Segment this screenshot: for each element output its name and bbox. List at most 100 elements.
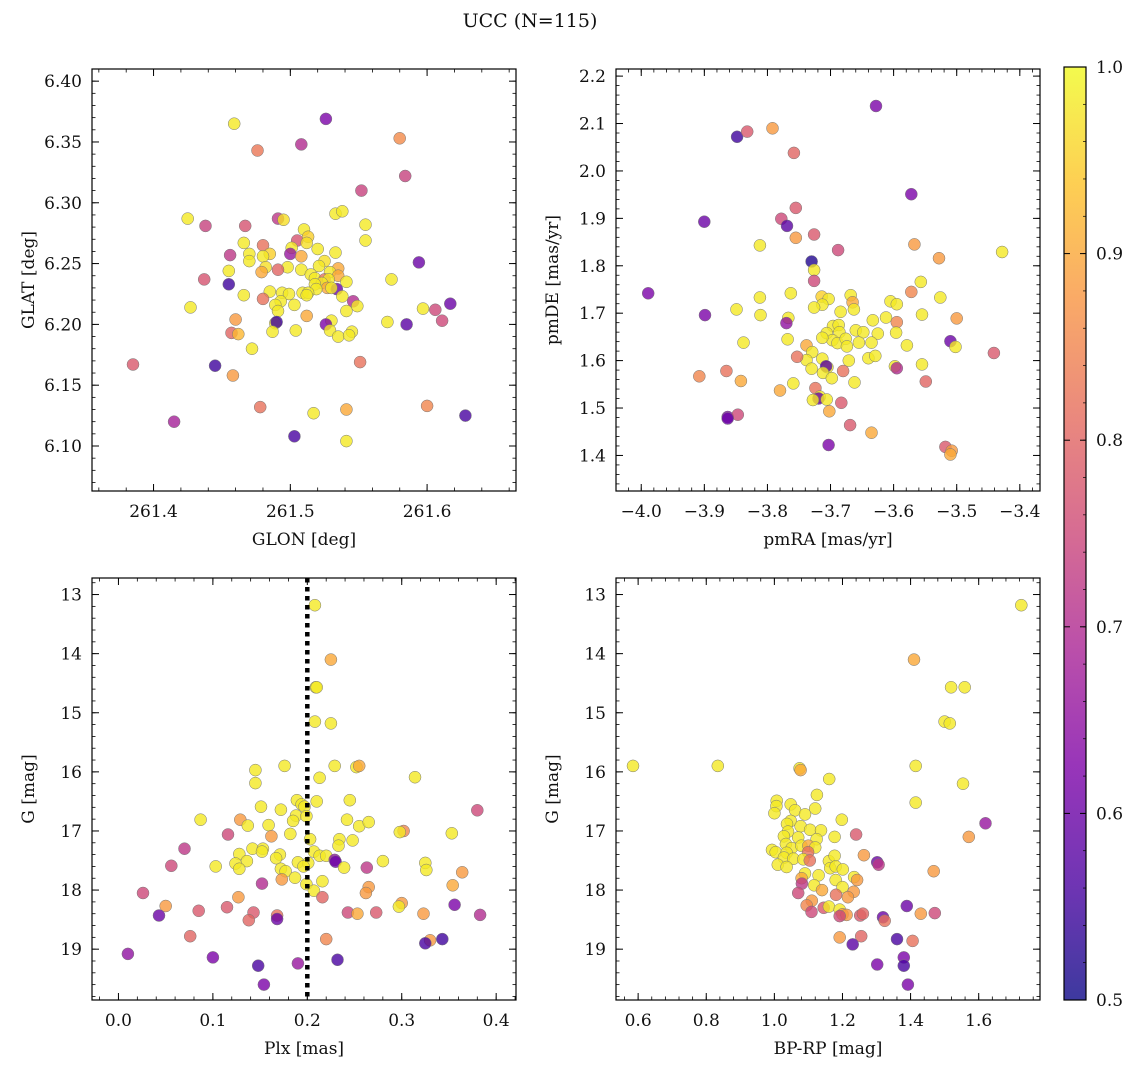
data-point: [233, 862, 246, 876]
data-point: [890, 361, 904, 375]
data-point: [286, 814, 300, 828]
data-point: [822, 438, 835, 452]
data-point: [222, 264, 236, 278]
data-point: [781, 333, 794, 346]
data-point: [753, 291, 767, 304]
y-tick-label: 13: [584, 586, 606, 606]
data-point: [848, 376, 861, 389]
data-point: [243, 254, 256, 268]
data-point: [836, 364, 850, 378]
data-point: [854, 929, 868, 943]
data-point: [192, 904, 205, 918]
y-axis-label: G [mag]: [19, 754, 39, 823]
y-tick-label: 15: [584, 704, 606, 724]
data-point: [956, 777, 970, 790]
x-tick-label: 1.2: [829, 1011, 856, 1031]
data-point: [805, 905, 818, 919]
data-point: [412, 256, 426, 269]
data-point: [223, 248, 237, 262]
data-point: [698, 215, 711, 228]
panel-pmra-pmde: −4.0 −3.9 −3.8 −3.7 −3.6 −3.5 −3.4 1.4 1.5 1.6 1.7…: [543, 67, 1041, 550]
data-point: [914, 907, 928, 920]
data-point: [229, 313, 242, 326]
data-point: [872, 858, 885, 871]
data-point: [359, 234, 372, 247]
x-tick-label: −3.6: [873, 502, 914, 522]
y-tick-label: 1.7: [579, 304, 606, 324]
data-point: [905, 285, 918, 299]
data-point: [906, 934, 919, 948]
data-point: [641, 287, 655, 300]
data-point: [866, 314, 880, 327]
y-tick-label: 6.15: [44, 376, 82, 396]
data-point: [950, 312, 963, 325]
colorbar-tick-label: 0.8: [1096, 431, 1123, 451]
data-point: [221, 828, 235, 841]
y-tick-label: 2.2: [579, 67, 606, 87]
data-point: [355, 184, 368, 197]
data-point: [995, 245, 1009, 259]
data-point: [346, 834, 359, 847]
data-point: [340, 275, 353, 289]
data-point: [740, 125, 754, 138]
data-point: [850, 873, 864, 887]
data-point: [194, 813, 207, 826]
data-point: [820, 393, 833, 406]
data-point: [810, 788, 824, 802]
data-point: [392, 900, 406, 913]
data-point: [209, 860, 222, 873]
data-point: [753, 239, 767, 252]
data-point: [300, 309, 313, 323]
y-tick-label: 17: [584, 822, 606, 842]
figure-title: UCC (N=115): [463, 10, 598, 32]
data-point: [420, 863, 433, 877]
data-point: [901, 978, 915, 991]
x-axis-label: GLON [deg]: [252, 530, 356, 550]
data-point: [889, 326, 903, 339]
data-point: [251, 144, 264, 157]
data-point: [914, 275, 928, 289]
colorbar-tick-label: 0.6: [1096, 804, 1123, 824]
data-point: [351, 907, 364, 920]
data-point: [331, 953, 344, 967]
data-point: [807, 263, 821, 277]
data-point: [332, 839, 345, 852]
data-point: [919, 375, 933, 388]
data-point: [711, 759, 725, 773]
x-tick-label: −3.7: [810, 502, 851, 522]
data-point: [829, 888, 843, 902]
colorbar-tick-label: 0.7: [1096, 618, 1123, 638]
data-point: [789, 231, 803, 245]
data-point: [340, 403, 353, 416]
x-tick-label: 1.6: [965, 1011, 992, 1031]
data-point: [856, 907, 870, 920]
data-point: [900, 899, 914, 913]
data-point: [435, 314, 449, 327]
data-point: [831, 243, 845, 257]
data-point: [340, 304, 353, 318]
data-point: [277, 213, 290, 227]
data-point: [835, 396, 848, 410]
data-point: [152, 909, 166, 922]
x-tick-label: 0.0: [105, 1011, 132, 1031]
data-point: [274, 803, 288, 816]
data-point: [254, 800, 268, 813]
data-point: [890, 297, 904, 311]
y-tick-label: 2.1: [579, 115, 606, 135]
data-point: [376, 854, 390, 868]
data-point: [220, 900, 234, 914]
data-point: [393, 825, 407, 839]
data-point: [420, 399, 434, 413]
data-point: [288, 298, 301, 312]
colorbar-gradient: [1064, 67, 1086, 1000]
data-point: [878, 914, 891, 928]
data-point: [909, 796, 922, 809]
data-point: [319, 932, 333, 946]
data-point: [336, 290, 349, 303]
data-point: [353, 355, 367, 369]
y-tick-label: 17: [60, 822, 82, 842]
data-point: [847, 303, 861, 316]
data-point: [958, 681, 971, 694]
data-point: [805, 362, 818, 375]
